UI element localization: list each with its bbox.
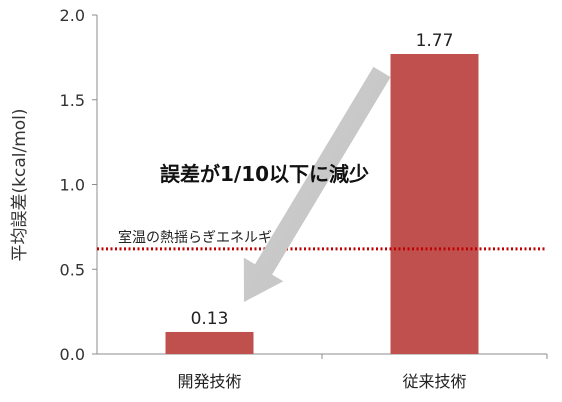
bars: 0.13 1.77: [165, 31, 548, 359]
category-labels: 開発技術 従来技術: [177, 372, 466, 391]
decrease-arrow: [243, 66, 391, 303]
y-tick-label: 0.0: [60, 345, 85, 364]
annotation-text: 誤差が1/10以下に減少: [160, 162, 369, 186]
bar-value-label: 0.13: [191, 309, 229, 329]
y-axis-label: 平均誤差(kcal/mol): [10, 108, 30, 261]
y-tick-label: 1.5: [60, 91, 85, 110]
bar-value-label: 1.77: [416, 31, 454, 51]
category-label: 開発技術: [177, 372, 241, 391]
category-label: 従来技術: [402, 372, 466, 391]
bar: [165, 331, 254, 354]
y-tick-label: 1.0: [60, 176, 85, 195]
reference-line-label: 室温の熱揺らぎエネルギー: [118, 229, 286, 246]
bar: [390, 53, 479, 355]
y-tick-label: 0.5: [60, 260, 85, 279]
y-tick-label: 2.0: [60, 6, 85, 25]
y-ticks: 0.0 0.5 1.0 1.5 2.0: [60, 6, 97, 364]
